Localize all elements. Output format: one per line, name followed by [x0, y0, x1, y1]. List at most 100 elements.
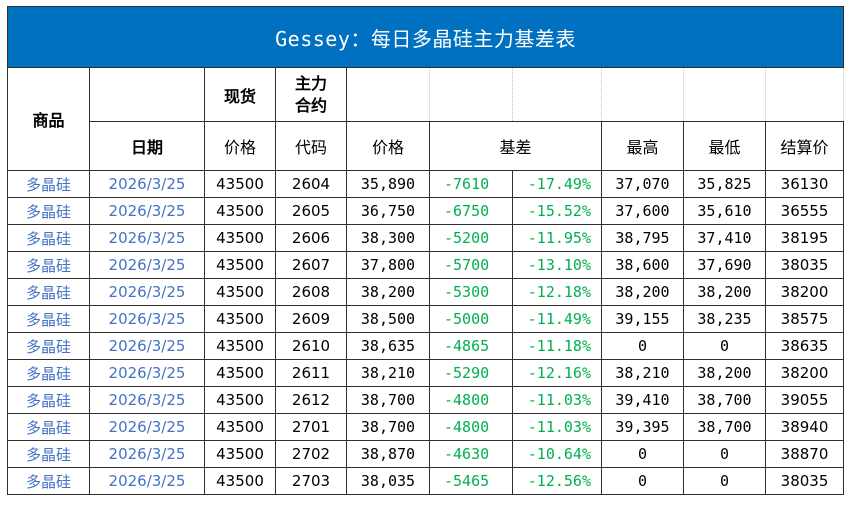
- cell-low: 37,410: [683, 224, 766, 252]
- cell-settle-price: 38575: [764, 305, 845, 333]
- cell-contract-code: 2702: [275, 440, 347, 468]
- cell-settle-price: 38035: [764, 251, 845, 279]
- cell-product: 多晶硅: [7, 413, 90, 441]
- cell-high: 39,155: [601, 305, 684, 333]
- cell-basis: -4865: [429, 332, 513, 360]
- cell-settle-price: 38195: [764, 224, 845, 252]
- header-product: 商品: [7, 67, 90, 171]
- cell-product: 多晶硅: [7, 386, 90, 414]
- cell-price: 38,300: [346, 224, 430, 252]
- cell-basis: -7610: [429, 170, 513, 198]
- cell-basis-pct: -15.52%: [512, 197, 602, 225]
- cell-low: 38,700: [683, 386, 766, 414]
- cell-product: 多晶硅: [7, 359, 90, 387]
- cell-spot-price: 43500: [204, 278, 276, 306]
- cell-product: 多晶硅: [7, 305, 90, 333]
- cell-contract-code: 2612: [275, 386, 347, 414]
- table-row: 多晶硅 2026/3/25 43500 2609 38,500 -5000 -11.49% 3…: [7, 305, 845, 333]
- cell-spot-price: 43500: [204, 386, 276, 414]
- cell-product: 多晶硅: [7, 332, 90, 360]
- table-row: 多晶硅 2026/3/25 43500 2702 38,870 -4630 -10.64% 0…: [7, 440, 845, 468]
- cell-price: 38,700: [346, 386, 430, 414]
- cell-contract-code: 2611: [275, 359, 347, 387]
- cell-low: 35,610: [683, 197, 766, 225]
- header-blank: [512, 67, 602, 122]
- cell-product: 多晶硅: [7, 197, 90, 225]
- cell-contract-code: 2608: [275, 278, 347, 306]
- cell-date: 2026/3/25: [89, 224, 205, 252]
- cell-date: 2026/3/25: [89, 197, 205, 225]
- cell-contract-code: 2703: [275, 467, 347, 495]
- cell-basis: -5000: [429, 305, 513, 333]
- cell-price: 38,035: [346, 467, 430, 495]
- cell-settle-price: 36130: [764, 170, 845, 198]
- cell-basis: -4800: [429, 413, 513, 441]
- cell-high: 37,070: [601, 170, 684, 198]
- cell-low: 37,690: [683, 251, 766, 279]
- header-date: 日期: [89, 121, 205, 171]
- table-row: 多晶硅 2026/3/25 43500 2604 35,890 -7610 -17.49% 3…: [7, 170, 845, 198]
- cell-low: 0: [683, 467, 766, 495]
- cell-basis-pct: -12.56%: [512, 467, 602, 495]
- cell-contract-code: 2610: [275, 332, 347, 360]
- cell-date: 2026/3/25: [89, 386, 205, 414]
- header-blank: [89, 67, 205, 122]
- cell-low: 38,700: [683, 413, 766, 441]
- cell-basis-pct: -11.03%: [512, 386, 602, 414]
- cell-high: 39,395: [601, 413, 684, 441]
- cell-settle-price: 38940: [764, 413, 845, 441]
- cell-contract-code: 2607: [275, 251, 347, 279]
- cell-high: 38,210: [601, 359, 684, 387]
- cell-spot-price: 43500: [204, 413, 276, 441]
- cell-spot-price: 43500: [204, 359, 276, 387]
- cell-settle-price: 38635: [764, 332, 845, 360]
- cell-spot-price: 43500: [204, 197, 276, 225]
- cell-product: 多晶硅: [7, 278, 90, 306]
- cell-spot-price: 43500: [204, 440, 276, 468]
- cell-settle-price: 39055: [764, 386, 845, 414]
- table-row: 多晶硅 2026/3/25 43500 2611 38,210 -5290 -12.16% 3…: [7, 359, 845, 387]
- header-blank: [683, 67, 766, 122]
- header-row-2: 日期 价格 代码 价格 基差 最高 最低 结算价: [8, 121, 845, 171]
- cell-basis: -5700: [429, 251, 513, 279]
- cell-high: 38,200: [601, 278, 684, 306]
- cell-basis-pct: -10.64%: [512, 440, 602, 468]
- cell-basis-pct: -11.18%: [512, 332, 602, 360]
- cell-basis-pct: -17.49%: [512, 170, 602, 198]
- basis-table-container: Gessey：每日多晶硅主力基差表 商品 现货 主力 合约 日期 价格 代码 价…: [6, 6, 845, 495]
- cell-contract-code: 2604: [275, 170, 347, 198]
- cell-spot-price: 43500: [204, 467, 276, 495]
- cell-low: 35,825: [683, 170, 766, 198]
- cell-high: 37,600: [601, 197, 684, 225]
- cell-low: 38,235: [683, 305, 766, 333]
- cell-date: 2026/3/25: [89, 413, 205, 441]
- header-blank: [429, 67, 513, 122]
- cell-product: 多晶硅: [7, 224, 90, 252]
- header-settle: 结算价: [764, 121, 845, 171]
- cell-basis: -4800: [429, 386, 513, 414]
- cell-spot-price: 43500: [204, 305, 276, 333]
- table-row: 多晶硅 2026/3/25 43500 2612 38,700 -4800 -11.03% 3…: [7, 386, 845, 414]
- cell-basis: -6750: [429, 197, 513, 225]
- cell-high: 0: [601, 332, 684, 360]
- cell-spot-price: 43500: [204, 224, 276, 252]
- cell-basis-pct: -11.95%: [512, 224, 602, 252]
- cell-price: 38,210: [346, 359, 430, 387]
- cell-high: 39,410: [601, 386, 684, 414]
- header-blank: [764, 67, 845, 122]
- cell-high: 38,795: [601, 224, 684, 252]
- cell-settle-price: 38200: [764, 359, 845, 387]
- header-spot-price: 价格: [204, 121, 276, 171]
- cell-price: 35,890: [346, 170, 430, 198]
- header-row-1: 商品 现货 主力 合约: [7, 67, 845, 171]
- header-spot: 现货: [204, 67, 276, 122]
- cell-date: 2026/3/25: [89, 359, 205, 387]
- cell-product: 多晶硅: [7, 251, 90, 279]
- cell-settle-price: 38200: [764, 278, 845, 306]
- cell-product: 多晶硅: [7, 467, 90, 495]
- basis-table: Gessey：每日多晶硅主力基差表 商品 现货 主力 合约 日期 价格 代码 价…: [6, 6, 845, 495]
- cell-date: 2026/3/25: [89, 251, 205, 279]
- header-price: 价格: [346, 121, 430, 171]
- cell-price: 36,750: [346, 197, 430, 225]
- cell-spot-price: 43500: [204, 251, 276, 279]
